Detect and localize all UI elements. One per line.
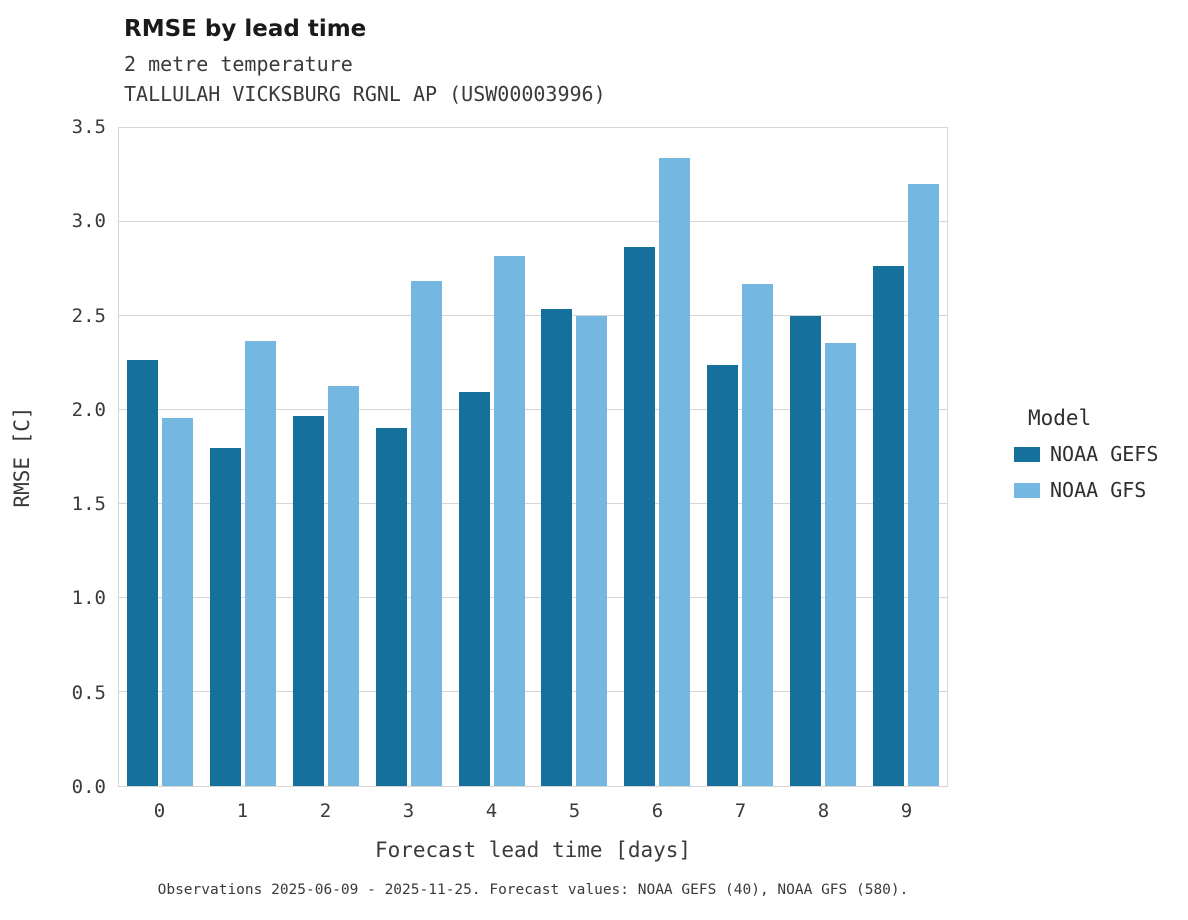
bar-group-lead-6	[616, 128, 699, 786]
y-tick-label: 0.0	[71, 776, 106, 798]
x-tick-label: 0	[153, 800, 166, 822]
legend-entries: NOAA GEFS NOAA GFS	[1014, 442, 1184, 502]
bar-group-lead-3	[367, 128, 450, 786]
x-tick-label: 7	[734, 800, 747, 822]
bar-noaa-gefs-lead-7	[706, 365, 738, 786]
gridline	[119, 503, 947, 504]
x-tick-label: 8	[817, 800, 830, 822]
bar-group-lead-2	[285, 128, 368, 786]
x-tick-label: 5	[568, 800, 581, 822]
chart-title: RMSE by lead time	[124, 16, 367, 42]
plot-area	[118, 127, 948, 787]
bar-group-lead-0	[119, 128, 202, 786]
bar-noaa-gefs-lead-4	[458, 392, 490, 786]
bar-noaa-gfs-lead-1	[245, 341, 277, 786]
footer-caption: Observations 2025-06-09 - 2025-11-25. Fo…	[157, 882, 909, 898]
y-tick-label: 1.5	[71, 493, 106, 516]
y-tick-label: 1.0	[71, 587, 106, 610]
bar-noaa-gfs-lead-7	[741, 284, 773, 786]
bar-noaa-gfs-lead-5	[576, 316, 608, 786]
bar-noaa-gfs-lead-2	[327, 386, 359, 786]
x-axis-ticks: 0 1 2 3 4 5 6 7 8 9	[118, 800, 948, 822]
bar-noaa-gefs-lead-1	[210, 448, 242, 786]
bar-group-lead-7	[699, 128, 782, 786]
bar-noaa-gefs-lead-0	[127, 360, 159, 786]
bar-noaa-gefs-lead-2	[292, 416, 324, 786]
legend-entry-noaa-gefs: NOAA GEFS	[1014, 442, 1184, 466]
bar-noaa-gefs-lead-8	[789, 316, 821, 786]
bar-group-lead-8	[781, 128, 864, 786]
x-tick-label: 6	[651, 800, 664, 822]
y-tick-label: 3.0	[71, 210, 106, 233]
gridline	[119, 597, 947, 598]
legend-swatch-icon	[1014, 446, 1040, 462]
gridline	[119, 221, 947, 222]
bar-noaa-gfs-lead-3	[410, 281, 442, 786]
x-tick-label: 9	[900, 800, 913, 822]
bar-noaa-gfs-lead-9	[907, 184, 939, 786]
bar-group-lead-1	[202, 128, 285, 786]
bar-group-lead-4	[450, 128, 533, 786]
bar-noaa-gefs-lead-3	[375, 428, 407, 786]
gridline	[119, 409, 947, 410]
legend-entry-label: NOAA GFS	[1050, 478, 1147, 502]
bar-group-lead-9	[864, 128, 947, 786]
x-axis-label: Forecast lead time [days]	[374, 838, 692, 862]
bar-noaa-gefs-lead-6	[624, 247, 656, 786]
gridline	[119, 315, 947, 316]
bar-noaa-gfs-lead-0	[162, 418, 194, 786]
legend-entry-label: NOAA GEFS	[1050, 442, 1159, 466]
bar-noaa-gfs-lead-4	[493, 256, 525, 786]
bar-noaa-gfs-lead-6	[659, 158, 691, 786]
y-tick-label: 0.5	[71, 681, 106, 704]
bar-noaa-gfs-lead-8	[824, 343, 856, 786]
x-tick-label: 1	[236, 800, 249, 822]
bar-noaa-gefs-lead-5	[541, 309, 573, 786]
gridline	[119, 691, 947, 692]
chart-subtitle-variable: 2 metre temperature	[124, 52, 353, 76]
grid-layer	[119, 128, 947, 786]
bar-noaa-gefs-lead-9	[872, 266, 904, 786]
legend-entry-noaa-gfs: NOAA GFS	[1014, 478, 1184, 502]
legend: Model NOAA GEFS NOAA GFS	[1014, 406, 1184, 514]
x-tick-label: 2	[319, 800, 332, 822]
legend-title: Model	[1028, 406, 1092, 430]
x-tick-label: 3	[402, 800, 415, 822]
y-tick-label: 3.5	[71, 116, 106, 138]
bar-group-lead-5	[533, 128, 616, 786]
y-tick-label: 2.0	[71, 398, 106, 421]
chart-subtitle-station: TALLULAH VICKSBURG RGNL AP (USW00003996)	[124, 82, 606, 106]
y-tick-label: 2.5	[71, 304, 106, 327]
bars-layer	[119, 128, 947, 786]
legend-swatch-icon	[1014, 482, 1040, 498]
y-axis-ticks: 0.0 0.5 1.0 1.5 2.0 2.5 3.0 3.5	[0, 116, 106, 798]
x-tick-label: 4	[485, 800, 498, 822]
